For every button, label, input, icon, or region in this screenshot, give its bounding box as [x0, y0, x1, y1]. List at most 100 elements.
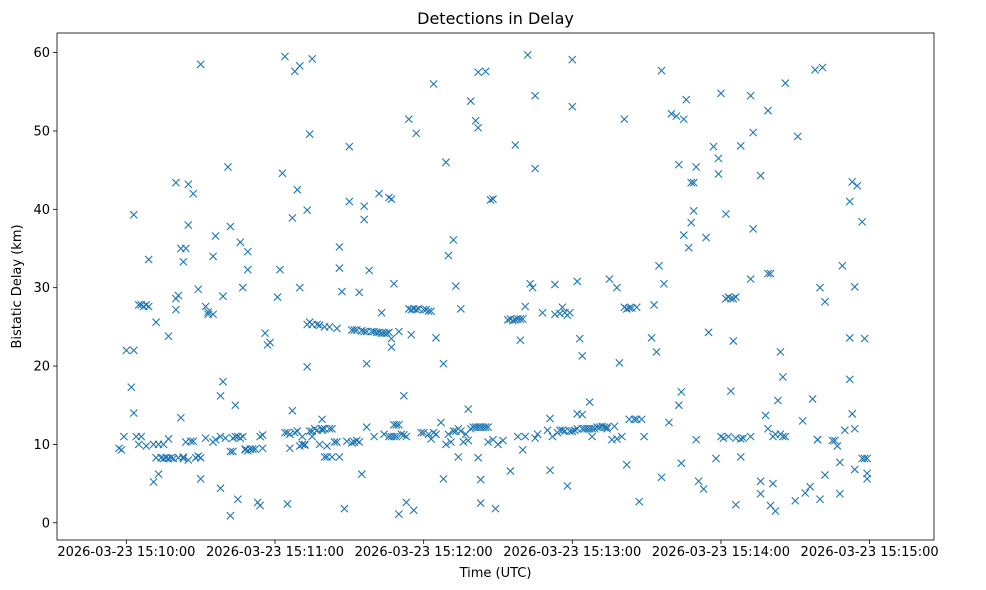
data-point [456, 427, 465, 436]
data-point [565, 308, 574, 317]
data-point [528, 283, 537, 292]
data-point [511, 141, 520, 150]
data-point [749, 224, 758, 233]
data-point [320, 452, 329, 461]
data-point [196, 60, 205, 69]
data-point [749, 128, 758, 137]
data-point [635, 497, 644, 506]
data-point [248, 445, 257, 454]
data-point [238, 432, 247, 441]
data-point [684, 243, 693, 252]
data-point [446, 438, 455, 447]
data-point [117, 445, 126, 454]
data-point [652, 347, 661, 356]
data-point [840, 426, 849, 435]
data-point [441, 440, 450, 449]
data-point [687, 178, 696, 187]
data-point [437, 418, 445, 427]
plot-frame [56, 32, 935, 541]
data-point [672, 112, 681, 121]
data-point [558, 303, 567, 312]
data-point [362, 423, 371, 432]
data-point [449, 427, 458, 436]
data-point [196, 453, 205, 462]
data-point [679, 115, 688, 124]
data-point [278, 169, 287, 178]
data-point [546, 466, 554, 475]
data-point [171, 178, 180, 187]
data-point [258, 444, 267, 453]
data-point [808, 394, 817, 403]
data-point [451, 282, 460, 291]
data-point [689, 178, 698, 187]
data-point [481, 67, 490, 76]
data-point [303, 206, 312, 215]
data-point [764, 106, 773, 115]
data-point [201, 434, 210, 443]
data-point [288, 213, 297, 222]
data-point [588, 432, 597, 441]
data-point [444, 251, 453, 260]
data-point [835, 489, 844, 498]
data-point [432, 333, 441, 342]
data-point [209, 252, 218, 261]
data-point [211, 231, 220, 240]
data-point [816, 283, 825, 292]
data-point [853, 181, 862, 190]
data-point [179, 257, 188, 266]
data-point [129, 210, 138, 219]
data-point [778, 373, 787, 381]
data-point [176, 413, 185, 422]
data-point [389, 279, 398, 288]
data-point [818, 63, 827, 72]
data-point [746, 275, 755, 284]
data-point [464, 436, 473, 445]
data-point [429, 79, 438, 88]
x-axis-label: Time (UTC) [459, 566, 532, 581]
data-point [184, 456, 193, 465]
data-point [189, 437, 198, 446]
data-point [122, 346, 131, 355]
data-point [419, 428, 428, 437]
data-point [402, 498, 411, 507]
data-point [184, 180, 193, 189]
x-tick-label: 2026-03-23 15:10:00 [57, 545, 195, 560]
data-point [746, 432, 755, 441]
data-point [687, 218, 696, 227]
data-point [667, 109, 676, 118]
data-point [347, 438, 356, 447]
data-point [498, 436, 507, 445]
data-point [516, 315, 525, 324]
data-point [325, 322, 334, 331]
data-point [476, 499, 485, 508]
y-tick-label: 30 [33, 281, 50, 296]
data-point [256, 501, 265, 510]
x-tick-label: 2026-03-23 15:15:00 [801, 545, 939, 560]
data-point [325, 424, 334, 433]
data-point [664, 418, 673, 427]
data-point [298, 432, 307, 441]
data-point [342, 437, 351, 446]
data-point [791, 496, 800, 505]
data-point [523, 50, 532, 59]
data-point [209, 310, 218, 319]
data-point [394, 420, 403, 429]
data-point [568, 102, 577, 111]
data-point [484, 423, 493, 432]
data-point [848, 177, 857, 186]
data-point [474, 123, 483, 132]
data-point [486, 195, 495, 204]
data-point [231, 401, 240, 410]
data-point [330, 438, 339, 447]
data-point [196, 474, 205, 483]
data-point [630, 415, 639, 424]
data-point [850, 424, 859, 433]
data-point [863, 454, 872, 463]
data-point [863, 474, 872, 483]
data-point [766, 269, 775, 278]
data-point [622, 460, 631, 469]
data-point [404, 115, 413, 124]
x-tick-label: 2026-03-23 15:14:00 [652, 545, 790, 560]
data-point [184, 220, 193, 229]
data-point [295, 283, 304, 292]
